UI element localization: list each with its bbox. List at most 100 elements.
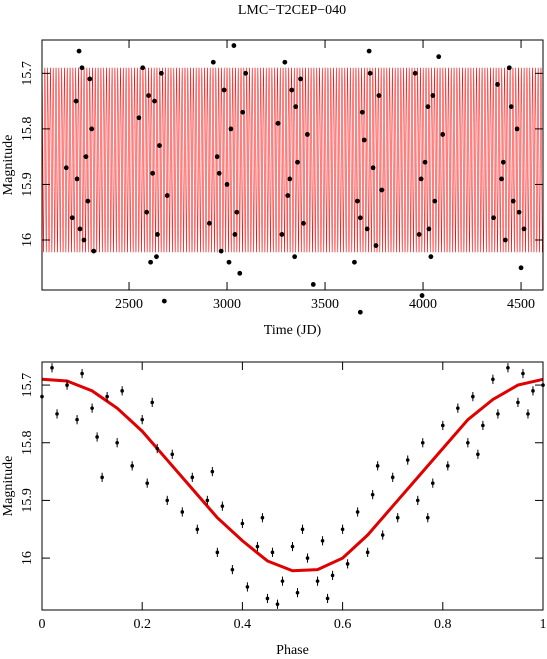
point bbox=[240, 521, 245, 526]
point bbox=[420, 440, 425, 445]
point bbox=[481, 423, 485, 428]
x-tick-label: 0 bbox=[39, 617, 46, 632]
point bbox=[155, 232, 160, 237]
point bbox=[380, 533, 385, 537]
plot-frame bbox=[41, 361, 544, 611]
point bbox=[63, 165, 69, 171]
point bbox=[357, 215, 363, 221]
point bbox=[446, 464, 450, 468]
point bbox=[289, 87, 295, 93]
point bbox=[379, 187, 385, 193]
point bbox=[145, 481, 150, 485]
point bbox=[214, 154, 220, 160]
point bbox=[228, 126, 234, 132]
x-tick-label: 0.8 bbox=[434, 617, 452, 632]
model-curve bbox=[41, 377, 544, 573]
point bbox=[370, 165, 376, 171]
point bbox=[83, 154, 89, 160]
point bbox=[218, 248, 224, 254]
point bbox=[285, 193, 291, 198]
point bbox=[516, 209, 522, 215]
point bbox=[87, 76, 93, 82]
point bbox=[441, 423, 445, 428]
point bbox=[90, 406, 94, 410]
point bbox=[416, 232, 422, 237]
point bbox=[130, 464, 134, 468]
point bbox=[501, 159, 506, 165]
x-tick-label: 3000 bbox=[213, 297, 241, 312]
point bbox=[506, 65, 512, 71]
point bbox=[293, 104, 299, 110]
point bbox=[245, 585, 250, 589]
point bbox=[77, 226, 83, 232]
point bbox=[155, 446, 160, 451]
point bbox=[367, 70, 373, 76]
point bbox=[425, 104, 431, 110]
point bbox=[243, 70, 249, 76]
x-tick-label: 0.4 bbox=[234, 617, 252, 632]
point bbox=[440, 132, 446, 137]
point bbox=[516, 400, 520, 405]
point bbox=[136, 115, 142, 121]
point bbox=[365, 550, 370, 555]
point bbox=[85, 198, 91, 204]
x-tick-label: 4500 bbox=[507, 297, 535, 312]
point bbox=[521, 226, 527, 232]
point bbox=[340, 527, 345, 532]
point bbox=[95, 435, 99, 439]
y-tick-label: 15.9 bbox=[20, 172, 35, 197]
point bbox=[521, 371, 525, 376]
x-tick-label: 1 bbox=[540, 617, 547, 632]
point bbox=[69, 215, 75, 221]
point bbox=[73, 98, 79, 104]
point bbox=[499, 176, 504, 182]
point bbox=[412, 70, 418, 76]
point bbox=[300, 527, 305, 532]
point bbox=[366, 48, 372, 54]
point bbox=[260, 515, 265, 520]
y-tick-label: 15.9 bbox=[20, 488, 35, 512]
point bbox=[422, 159, 428, 165]
point bbox=[150, 400, 155, 405]
point bbox=[275, 602, 280, 607]
point bbox=[89, 126, 95, 132]
point bbox=[152, 98, 157, 104]
point bbox=[230, 567, 235, 572]
point bbox=[81, 237, 87, 243]
point bbox=[436, 54, 442, 60]
point bbox=[364, 226, 370, 232]
point bbox=[195, 527, 200, 532]
point bbox=[270, 550, 275, 555]
point bbox=[320, 538, 325, 543]
point bbox=[395, 515, 400, 520]
point bbox=[240, 109, 246, 115]
point bbox=[491, 215, 497, 221]
point bbox=[376, 93, 382, 98]
point bbox=[275, 120, 281, 126]
point bbox=[295, 590, 300, 595]
point bbox=[210, 469, 215, 474]
point bbox=[232, 232, 238, 237]
y-tick-label: 15.7 bbox=[20, 373, 35, 398]
plot-frame bbox=[41, 39, 544, 291]
point bbox=[430, 93, 436, 98]
point bbox=[144, 209, 150, 215]
point bbox=[161, 298, 167, 304]
point bbox=[514, 126, 520, 132]
point bbox=[220, 504, 225, 508]
point bbox=[76, 48, 82, 54]
point bbox=[375, 464, 380, 468]
point bbox=[357, 309, 363, 315]
point bbox=[226, 259, 232, 265]
point bbox=[231, 43, 237, 48]
point bbox=[518, 265, 524, 271]
point bbox=[361, 137, 367, 143]
point bbox=[405, 458, 410, 462]
y-axis-label: Magnitude bbox=[1, 456, 16, 517]
model-band bbox=[41, 67, 544, 253]
x-axis-label: Time (JD) bbox=[264, 323, 322, 338]
point bbox=[373, 243, 379, 248]
y-tick-label: 15.7 bbox=[20, 61, 35, 86]
point bbox=[352, 259, 357, 265]
point bbox=[140, 65, 146, 71]
